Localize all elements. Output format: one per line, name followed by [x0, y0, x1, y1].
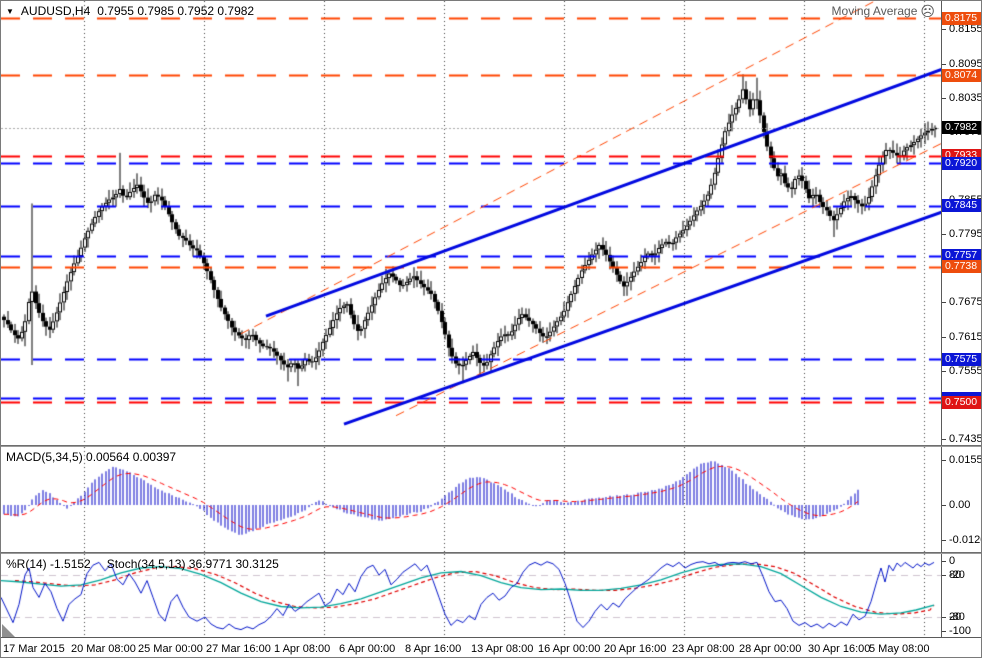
- time-tick-label: 17 Mar 2015: [3, 643, 65, 655]
- price-tick-label: 0.7435: [942, 433, 981, 445]
- axis-tick-mark: [942, 29, 946, 31]
- time-tick-label: 23 Apr 08:00: [672, 643, 735, 655]
- price-level-label: 0.7845: [942, 199, 981, 212]
- price-level-label: 0.7757: [942, 249, 981, 262]
- symbol-period-label: AUDUSD,H4: [20, 4, 91, 18]
- chart-title: ▼ AUDUSD,H4 0.7955 0.7985 0.7952 0.7982: [6, 4, 254, 18]
- time-tick-label: 20 Apr 16:00: [604, 643, 667, 655]
- time-tick-label: 20 Mar 08:00: [71, 643, 136, 655]
- axis-tick-mark: [942, 539, 946, 541]
- axis-tick-mark: [942, 459, 946, 461]
- panel-resize-grip[interactable]: [2, 624, 15, 637]
- axis-tick-mark: [942, 438, 946, 440]
- price-level-label: 0.7738: [942, 260, 981, 273]
- expert-advisor-label[interactable]: Moving Average ☹: [832, 4, 935, 18]
- price-tick-label: 0.7615: [942, 331, 981, 343]
- price-tick-label: 0.7555: [942, 365, 981, 377]
- price-level-label: 0.8175: [942, 12, 981, 25]
- axis-tick-mark: [942, 97, 946, 99]
- time-tick-label: 5 May 08:00: [869, 643, 930, 655]
- panel-divider-wr[interactable]: [1, 552, 981, 554]
- macd-tick-label: 0.00: [942, 499, 970, 511]
- wr-tick-label: -100: [942, 625, 971, 637]
- wr-values: %R(14) -1.5152: [6, 557, 91, 571]
- time-tick-label: 25 Mar 00:00: [138, 643, 203, 655]
- axis-tick-mark: [942, 631, 946, 632]
- wr-tick-label: -80: [942, 611, 965, 623]
- price-level-label: 0.7575: [942, 353, 981, 366]
- axis-tick-mark: [942, 302, 946, 304]
- price-tick-label: 0.8095: [942, 58, 981, 70]
- price-level-label: 0.8074: [942, 69, 981, 82]
- axis-tick-mark: [942, 575, 946, 576]
- time-tick-label: 1 Apr 08:00: [274, 643, 331, 655]
- ohlc-quote-label: 0.7955 0.7985 0.7952 0.7982: [97, 4, 255, 18]
- chart-dropdown-icon: ▼: [6, 6, 14, 16]
- expert-name: Moving Average: [831, 4, 918, 18]
- panel-divider-macd[interactable]: [1, 445, 981, 447]
- time-tick-label: 13 Apr 08:00: [471, 643, 534, 655]
- macd-indicator-label: MACD(5,34,5) 0.00564 0.00397: [6, 450, 176, 464]
- axis-tick-mark: [942, 617, 946, 618]
- time-axis[interactable]: 17 Mar 2015 20 Mar 08:00 25 Mar 00:00 27 Ma…: [1, 637, 981, 657]
- price-tick-label: 0.8155: [942, 23, 981, 35]
- wr-indicator-label: %R(14) -1.5152 Stoch(34,5,13) 36.9771 30…: [6, 557, 279, 571]
- axis-tick-mark: [942, 63, 946, 65]
- price-tick-label: 0.7795: [942, 228, 981, 240]
- main-chart-canvas[interactable]: [1, 1, 941, 445]
- axis-tick-mark: [942, 505, 946, 506]
- time-tick-label: 27 Mar 16:00: [206, 643, 271, 655]
- axis-tick-mark: [942, 336, 946, 338]
- price-level-label: 0.7500: [942, 396, 981, 409]
- price-level-label: 0.7920: [942, 157, 981, 170]
- axis-tick-mark: [942, 561, 946, 562]
- wr-tick-label: -20: [942, 569, 965, 581]
- price-tick-label: 0.8035: [942, 92, 981, 104]
- price-tick-label: 0.7675: [942, 296, 981, 308]
- price-axis[interactable]: 0.81550.80950.80350.79750.79150.78550.77…: [941, 1, 981, 637]
- time-tick-label: 8 Apr 16:00: [405, 643, 462, 655]
- price-level-label: 0.7982: [942, 121, 981, 134]
- macd-tick-label: -0.01203: [942, 534, 981, 546]
- macd-panel-canvas[interactable]: [1, 447, 941, 552]
- axis-tick-mark: [942, 234, 946, 236]
- wr-stoch-panel-canvas[interactable]: [1, 554, 941, 637]
- time-tick-label: 16 Apr 00:00: [538, 643, 601, 655]
- macd-values: MACD(5,34,5) 0.00564 0.00397: [6, 450, 177, 464]
- time-tick-label: 6 Apr 00:00: [339, 643, 396, 655]
- expert-smiley-icon[interactable]: ☹: [920, 3, 935, 19]
- time-tick-label: 28 Apr 00:00: [739, 643, 802, 655]
- wr-tick-label: 0: [942, 555, 955, 567]
- axis-tick-mark: [942, 370, 946, 372]
- time-tick-label: 30 Apr 16:00: [808, 643, 871, 655]
- stoch-values: Stoch(34,5,13) 36.9771 30.3125: [106, 557, 279, 571]
- macd-tick-label: 0.01559: [942, 454, 981, 466]
